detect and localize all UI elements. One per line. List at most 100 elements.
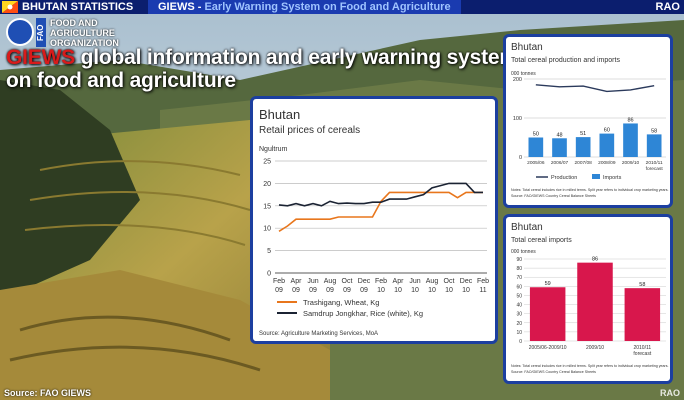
x-tick-year: 09 [360,287,368,294]
bar [646,134,662,157]
fao-emblem-icon [6,18,34,46]
x-tick-month: Jun [409,278,420,285]
bar-value-label: 48 [556,132,562,138]
fao-vertical-label: FAO [36,18,46,47]
bar-value-label: 58 [639,282,645,288]
fao-text: FOOD AND AGRICULTURE ORGANIZATION [50,18,119,48]
x-tick-label: 2005/06 [527,160,545,166]
y-tick-label: 25 [263,159,271,166]
bar-value-label: 58 [651,128,657,134]
x-tick-month: Aug [426,278,439,285]
x-tick-month: Feb [273,278,285,285]
cereal-imports-chart: Bhutan Total cereal imports 000 tonnes 0 10 2… [511,222,669,374]
topbar-rao: RAO [655,1,680,13]
topbar-giews-prefix: GIEWS - [158,1,202,13]
headline-line-2: on food and agriculture [6,69,236,92]
headline-line-1: global information and early warning sys… [80,46,518,69]
series-line-1 [278,191,483,232]
chart-title: Bhutan [511,42,543,53]
fao-line-2: AGRICULTURE [50,28,115,38]
x-tick-month: Dec [460,278,473,285]
chart-title: Bhutan [511,222,543,233]
fao-logo: FAO FOOD AND AGRICULTURE ORGANIZATION [6,18,146,48]
legend-swatch-imports [592,174,600,179]
bhutan-flag-icon [2,1,18,13]
y-axis-label: 000 tonnes [511,249,536,255]
x-tick-label: 2005/06-2009/10 [529,345,567,351]
x-tick-label: 2008/09 [598,160,616,166]
x-tick-month: Feb [375,278,387,285]
chart-notes: Notes: Total cereal includes rice in mil… [511,188,669,192]
x-tick-year: 09 [343,287,351,294]
y-tick-label: 0 [519,339,522,345]
production-line [535,84,655,93]
x-tick-label: 2009/10 [622,160,640,166]
y-axis-label: 000 tonnes [511,71,536,77]
production-imports-chart: Bhutan Total cereal production and import… [511,42,669,198]
fao-line-3: ORGANIZATION [50,38,119,48]
retail-prices-panel: Bhutan Retail prices of cereals Ngultrum 0 5… [250,96,498,344]
bar [623,123,638,157]
bar-value-label: 86 [592,257,598,263]
cereal-imports-panel: Bhutan Total cereal imports 000 tonnes 0 10 2… [503,214,673,384]
bar [575,137,591,157]
series-line-2 [278,182,483,207]
x-tick-year: 11 [479,287,486,294]
x-tick-year: 09 [275,287,283,294]
x-tick-label: 2009/10 [586,345,604,351]
y-tick-label: 0 [519,155,522,161]
bar [599,133,615,157]
x-tick-label: 2010/11 [646,160,663,166]
top-bar: BHUTAN STATISTICS GIEWS - Early Warning … [0,0,684,14]
bar-value-label: 51 [580,131,586,137]
y-axis-label: Ngultrum [259,146,288,153]
chart-source: Source: Agriculture Marketing Services, … [259,331,378,337]
y-tick-label: 40 [516,303,522,309]
x-tick-month: Jun [307,278,318,285]
topbar-giews-label: GIEWS - Early Warning System on Food and… [148,0,461,14]
y-tick-label: 0 [267,271,271,278]
chart-subtitle: Retail prices of cereals [259,125,360,136]
footer-source: Source: FAO GIEWS [4,388,92,398]
x-tick-month: Dec [358,278,371,285]
chart-subtitle: Total cereal imports [511,237,572,244]
x-tick-year: 09 [326,287,334,294]
y-tick-label: 200 [513,77,522,83]
x-tick-month: Oct [342,278,353,285]
x-tick-note: forecast [633,351,651,357]
chart-source: Source: FAO/GIEWS Country Cereal Balance… [511,370,596,374]
production-imports-panel: Bhutan Total cereal production and import… [503,34,673,208]
legend-label-2: Samdrup Jongkhar, Rice (white), Kg [303,309,423,318]
x-tick-note: forecast [646,166,664,172]
x-tick-month: Aug [324,278,337,285]
bar [552,138,567,157]
y-tick-label: 20 [263,181,271,188]
y-tick-label: 100 [513,116,522,122]
headline: GIEWS global information and early warni… [6,46,518,92]
x-tick-label: 2006/07 [551,160,569,166]
bar [577,262,613,341]
y-tick-label: 5 [267,248,271,255]
x-tick-label: 2007/08 [574,160,592,166]
x-tick-year: 10 [445,287,453,294]
chart-subtitle: Total cereal production and imports [511,57,620,64]
bar [529,287,566,341]
y-tick-label: 20 [516,321,522,327]
x-tick-month: Apr [291,278,303,285]
fao-line-1: FOOD AND [50,18,98,28]
footer-rao: RAO [660,388,680,398]
x-tick-month: Apr [393,278,405,285]
retail-prices-chart: Bhutan Retail prices of cereals Ngultrum 0 5… [259,107,489,337]
y-tick-label: 10 [263,226,271,233]
bar [624,288,661,341]
y-tick-label: 60 [516,284,522,290]
bar-value-label: 59 [545,281,551,287]
x-tick-year: 10 [462,287,470,294]
legend-label-imports: Imports [603,175,622,181]
legend-label-production: Production [551,175,577,181]
bar-value-label: 60 [604,128,610,134]
topbar-giews-text: Early Warning System on Food and Agricul… [204,1,451,13]
x-tick-year: 10 [377,287,385,294]
y-tick-label: 10 [516,330,522,336]
y-tick-label: 15 [263,203,271,210]
